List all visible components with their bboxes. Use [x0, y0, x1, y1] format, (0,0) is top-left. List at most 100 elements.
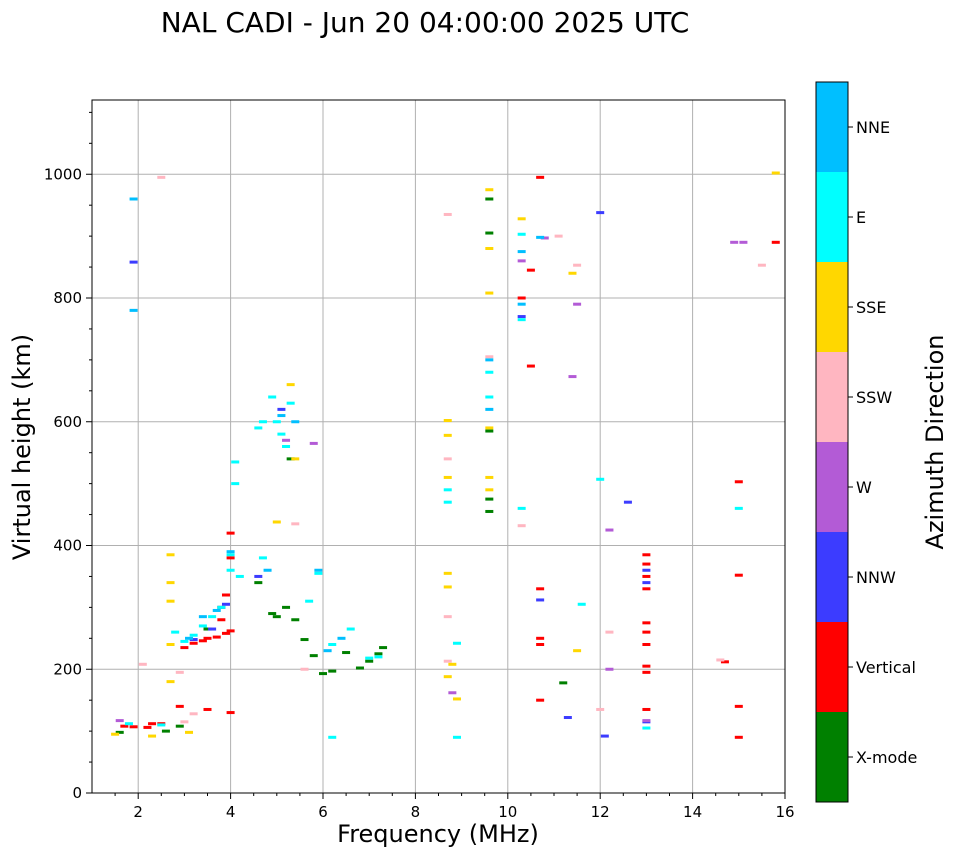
point-sse: [111, 732, 120, 736]
point-sse: [568, 271, 577, 275]
point-vertical: [536, 636, 545, 640]
colorbar-tick-label: X-mode: [856, 748, 917, 767]
point-vertical: [198, 639, 207, 643]
point-vertical: [226, 711, 235, 715]
point-ssw: [716, 658, 725, 662]
point-ssw: [573, 263, 582, 267]
point-ssw: [138, 662, 147, 666]
colorbar-swatch: [816, 442, 848, 532]
point-e: [596, 477, 605, 481]
point-vertical: [226, 556, 235, 560]
x-tick-label: 14: [683, 803, 702, 821]
point-sse: [517, 217, 526, 221]
point-e: [642, 726, 651, 730]
point-x-mode: [115, 730, 124, 734]
point-nne: [291, 420, 300, 424]
point-vertical: [189, 641, 198, 645]
point-vertical: [143, 725, 152, 729]
colorbar-tick-label: W: [856, 478, 872, 497]
point-e: [235, 574, 244, 578]
point-nne: [198, 615, 207, 619]
point-nne: [277, 414, 286, 418]
point-vertical: [536, 175, 545, 179]
point-vertical: [642, 664, 651, 668]
point-ssw: [443, 615, 452, 619]
point-sse: [286, 383, 295, 387]
point-e: [272, 420, 281, 424]
point-x-mode: [319, 672, 327, 676]
point-sse: [443, 419, 452, 423]
point-e: [443, 488, 452, 492]
point-vertical: [517, 296, 526, 300]
y-axis-ticks: 0 200 400 600 800 1000: [44, 111, 92, 802]
point-e: [577, 602, 586, 606]
point-e: [328, 643, 337, 646]
x-tick-label: 10: [498, 803, 517, 821]
point-vertical: [180, 646, 189, 650]
point-ssw: [175, 670, 184, 674]
colorbar-swatch: [816, 352, 848, 442]
point-x-mode: [254, 581, 263, 585]
colorbar-swatch: [816, 82, 848, 172]
y-tick-label: 400: [53, 537, 82, 555]
point-vertical: [203, 707, 212, 711]
point-ssw: [596, 707, 605, 711]
x-tick-label: 12: [591, 803, 610, 821]
point-nnw: [642, 581, 651, 585]
point-nnw: [277, 407, 286, 411]
point-e: [517, 506, 526, 510]
point-e: [517, 318, 526, 322]
point-e: [268, 395, 277, 399]
y-tick-label: 0: [72, 784, 82, 802]
point-sse: [443, 571, 452, 575]
point-vertical: [734, 480, 743, 484]
point-w: [540, 236, 549, 240]
point-sse: [573, 649, 582, 653]
colorbar-label: Azimuth Direction: [921, 335, 949, 550]
point-sse: [166, 680, 175, 684]
point-x-mode: [559, 681, 568, 685]
point-vertical: [217, 618, 226, 622]
point-vertical: [642, 643, 651, 646]
point-nne: [517, 250, 526, 254]
point-x-mode: [485, 497, 494, 501]
point-e: [226, 568, 235, 572]
point-nnw: [517, 315, 526, 319]
point-e: [171, 630, 180, 634]
point-nne: [314, 568, 323, 572]
colorbar-tick-label: E: [856, 208, 866, 227]
point-ssw: [554, 234, 563, 238]
point-e: [485, 370, 494, 374]
point-e: [198, 624, 207, 628]
point-w: [282, 438, 291, 442]
x-axis-label: Frequency (MHz): [337, 820, 539, 848]
point-sse: [771, 171, 780, 175]
colorbar-swatch: [816, 622, 848, 712]
point-sse: [185, 730, 194, 734]
point-e: [208, 615, 217, 619]
colorbar-tick-label: SSW: [856, 388, 892, 407]
point-sse: [443, 675, 452, 679]
point-ssw: [443, 457, 452, 461]
point-e: [258, 420, 267, 424]
point-nne: [323, 649, 332, 653]
point-sse: [166, 581, 175, 585]
x-tick-label: 8: [411, 803, 421, 821]
point-vertical: [642, 670, 651, 674]
y-tick-label: 600: [53, 413, 82, 431]
point-x-mode: [485, 197, 494, 201]
colorbar-tick-label: NNE: [856, 118, 890, 137]
point-w: [309, 441, 318, 445]
point-vertical: [175, 704, 184, 708]
colorbar-tick-label: SSE: [856, 298, 886, 317]
point-sse: [148, 734, 157, 738]
point-nne: [263, 568, 272, 572]
point-e: [124, 722, 133, 726]
point-w: [517, 259, 526, 263]
point-e: [180, 639, 189, 643]
point-x-mode: [175, 724, 184, 728]
point-sse: [166, 643, 175, 646]
point-e: [517, 232, 526, 236]
point-vertical: [642, 574, 651, 578]
